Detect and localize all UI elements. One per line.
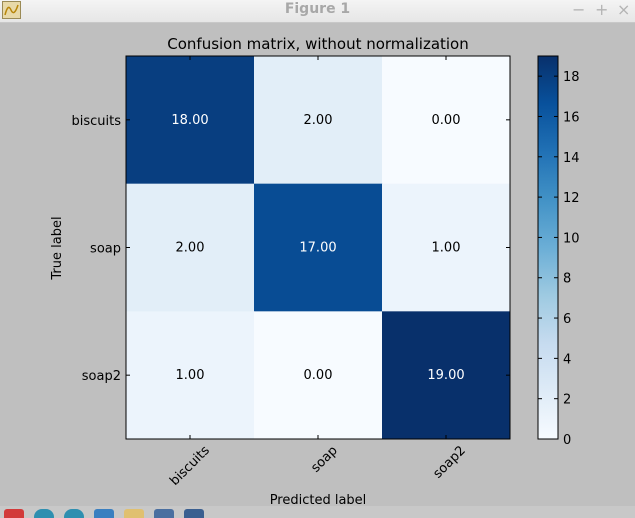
colorbar-tick-label: 18: [563, 70, 580, 85]
colorbar: [537, 55, 559, 440]
toolbar: [0, 506, 635, 518]
heatmap-cell: [126, 56, 255, 185]
cell-value-label: 1.00: [176, 368, 205, 383]
x-tick-label: soap: [308, 443, 340, 475]
heatmap-cell: [382, 183, 511, 312]
heatmap-cell: [126, 311, 255, 440]
colorbar-tick-label: 8: [563, 272, 571, 287]
y-tick-label: biscuits: [71, 114, 121, 129]
x-axis-label: Predicted label: [270, 493, 367, 506]
window-title: Figure 1: [284, 1, 351, 17]
cell-value-label: 17.00: [299, 241, 336, 256]
cell-value-label: 1.00: [432, 241, 461, 256]
heatmap-cell: [382, 56, 511, 185]
colorbar-tick-label: 14: [563, 151, 580, 166]
pan-icon[interactable]: [94, 509, 114, 518]
chart-canvas: Confusion matrix, without normalization …: [50, 35, 580, 506]
x-tick-label: biscuits: [167, 443, 213, 489]
colorbar-tick-label: 0: [563, 433, 571, 448]
home-icon[interactable]: [4, 509, 24, 518]
heatmap-cell: [254, 311, 383, 440]
y-tick-label: soap: [90, 242, 121, 257]
chart-title: Confusion matrix, without normalization: [167, 35, 469, 53]
zoom-icon[interactable]: [124, 509, 144, 518]
cell-value-label: 2.00: [304, 113, 333, 128]
minimize-button[interactable]: −: [572, 0, 586, 19]
cell-value-label: 0.00: [304, 368, 333, 383]
cell-value-label: 2.00: [176, 241, 205, 256]
colorbar-tick-label: 16: [563, 110, 580, 125]
y-tick-label: soap2: [82, 369, 121, 384]
colorbar-tick-label: 2: [563, 393, 571, 408]
colorbar-tick-label: 10: [563, 231, 580, 246]
heatmap-cell: [254, 56, 383, 185]
heatmap-cell: [254, 183, 383, 312]
cell-value-label: 19.00: [427, 368, 464, 383]
window-titlebar: Figure 1 − + ×: [0, 0, 635, 23]
colorbar-tick-label: 12: [563, 191, 580, 206]
forward-icon[interactable]: [64, 509, 84, 518]
heatmap-cell: [126, 183, 255, 312]
app-icon: [2, 1, 21, 19]
y-axis-label: True label: [50, 216, 65, 280]
colorbar-tick-label: 4: [563, 352, 571, 367]
back-icon[interactable]: [34, 509, 54, 518]
colorbar-tick-label: 6: [563, 312, 571, 327]
heatmap-cell: [382, 311, 511, 440]
configure-subplots-icon[interactable]: [154, 509, 174, 518]
x-tick-label: soap2: [430, 443, 468, 481]
cell-value-label: 18.00: [171, 113, 208, 128]
close-button[interactable]: ×: [617, 0, 631, 19]
maximize-button[interactable]: +: [595, 0, 609, 19]
cell-value-label: 0.00: [432, 113, 461, 128]
save-icon[interactable]: [184, 509, 204, 518]
